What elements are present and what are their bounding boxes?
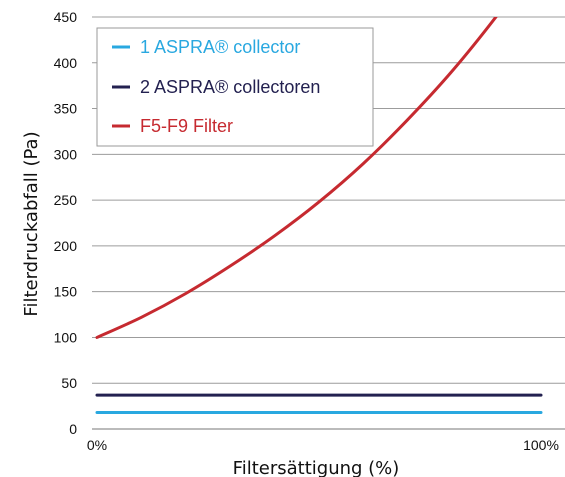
- y-tick-label-400: 400: [54, 55, 78, 71]
- y-tick-label-50: 50: [61, 375, 77, 391]
- y-tick-label-100: 100: [54, 329, 78, 345]
- x-ticks: 0% 100%: [87, 437, 559, 453]
- legend-label-1: 1 ASPRA® collector: [140, 37, 300, 57]
- y-tick-label-150: 150: [54, 284, 78, 300]
- x-tick-label-100: 100%: [523, 437, 559, 453]
- series-group: [95, 17, 543, 415]
- y-tick-label-0: 0: [69, 421, 77, 437]
- y-axis-title: Filterdruckabfall (Pa): [21, 131, 42, 316]
- x-axis-title: Filtersättigung (%): [233, 458, 400, 477]
- y-tick-label-250: 250: [54, 192, 78, 208]
- legend-box: [96, 27, 374, 147]
- y-tick-label-300: 300: [54, 146, 78, 162]
- series-line-3: [95, 17, 498, 339]
- y-ticks: 0 50 100 150 200 250 300 350 400 450: [54, 9, 78, 437]
- legend: 1 ASPRA® collector 2 ASPRA® collectoren …: [96, 27, 374, 147]
- y-tick-label-350: 350: [54, 101, 78, 117]
- legend-label-2: 2 ASPRA® collectoren: [140, 77, 320, 97]
- y-tick-label-450: 450: [54, 9, 78, 25]
- y-tick-label-200: 200: [54, 238, 78, 254]
- x-tick-label-0: 0%: [87, 437, 107, 453]
- legend-label-3: F5-F9 Filter: [140, 116, 233, 136]
